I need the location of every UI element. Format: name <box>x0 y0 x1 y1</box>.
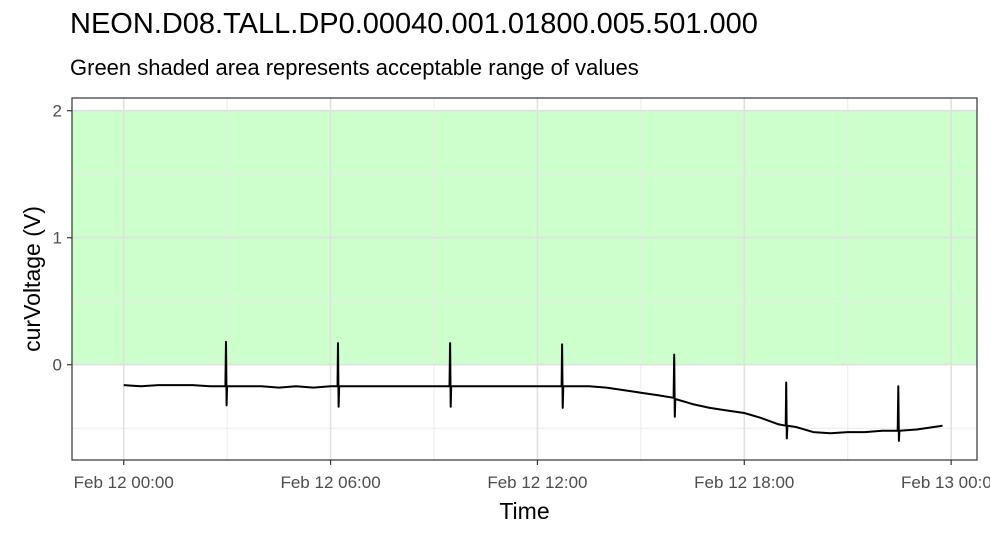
y-axis-title: curVoltage (V) <box>19 206 45 352</box>
y-tick-label: 2 <box>53 102 62 121</box>
x-tick-label: Feb 12 12:00 <box>487 473 587 492</box>
chart-subtitle: Green shaded area represents acceptable … <box>70 55 639 80</box>
plot-panel-border <box>71 97 978 461</box>
x-tick-label: Feb 13 00:00 <box>901 473 990 492</box>
x-tick-label: Feb 12 00:00 <box>74 473 174 492</box>
y-axis: 0 1 2 <box>53 102 72 375</box>
y-tick-label: 1 <box>53 229 62 248</box>
x-tick-label: Feb 12 06:00 <box>280 473 380 492</box>
x-tick-label: Feb 12 18:00 <box>694 473 794 492</box>
voltage-series-line <box>123 340 943 442</box>
x-axis-title: Time <box>499 498 549 524</box>
major-gridlines <box>72 98 977 460</box>
chart-title: NEON.D08.TALL.DP0.00040.001.01800.005.50… <box>70 8 758 40</box>
y-tick-label: 0 <box>53 356 62 375</box>
x-axis: Feb 12 00:00 Feb 12 06:00 Feb 12 12:00 Feb … <box>74 460 990 492</box>
